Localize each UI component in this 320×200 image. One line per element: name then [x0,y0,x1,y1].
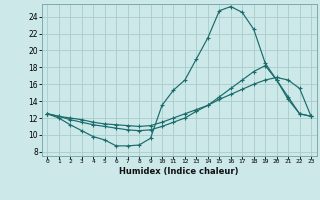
X-axis label: Humidex (Indice chaleur): Humidex (Indice chaleur) [119,167,239,176]
